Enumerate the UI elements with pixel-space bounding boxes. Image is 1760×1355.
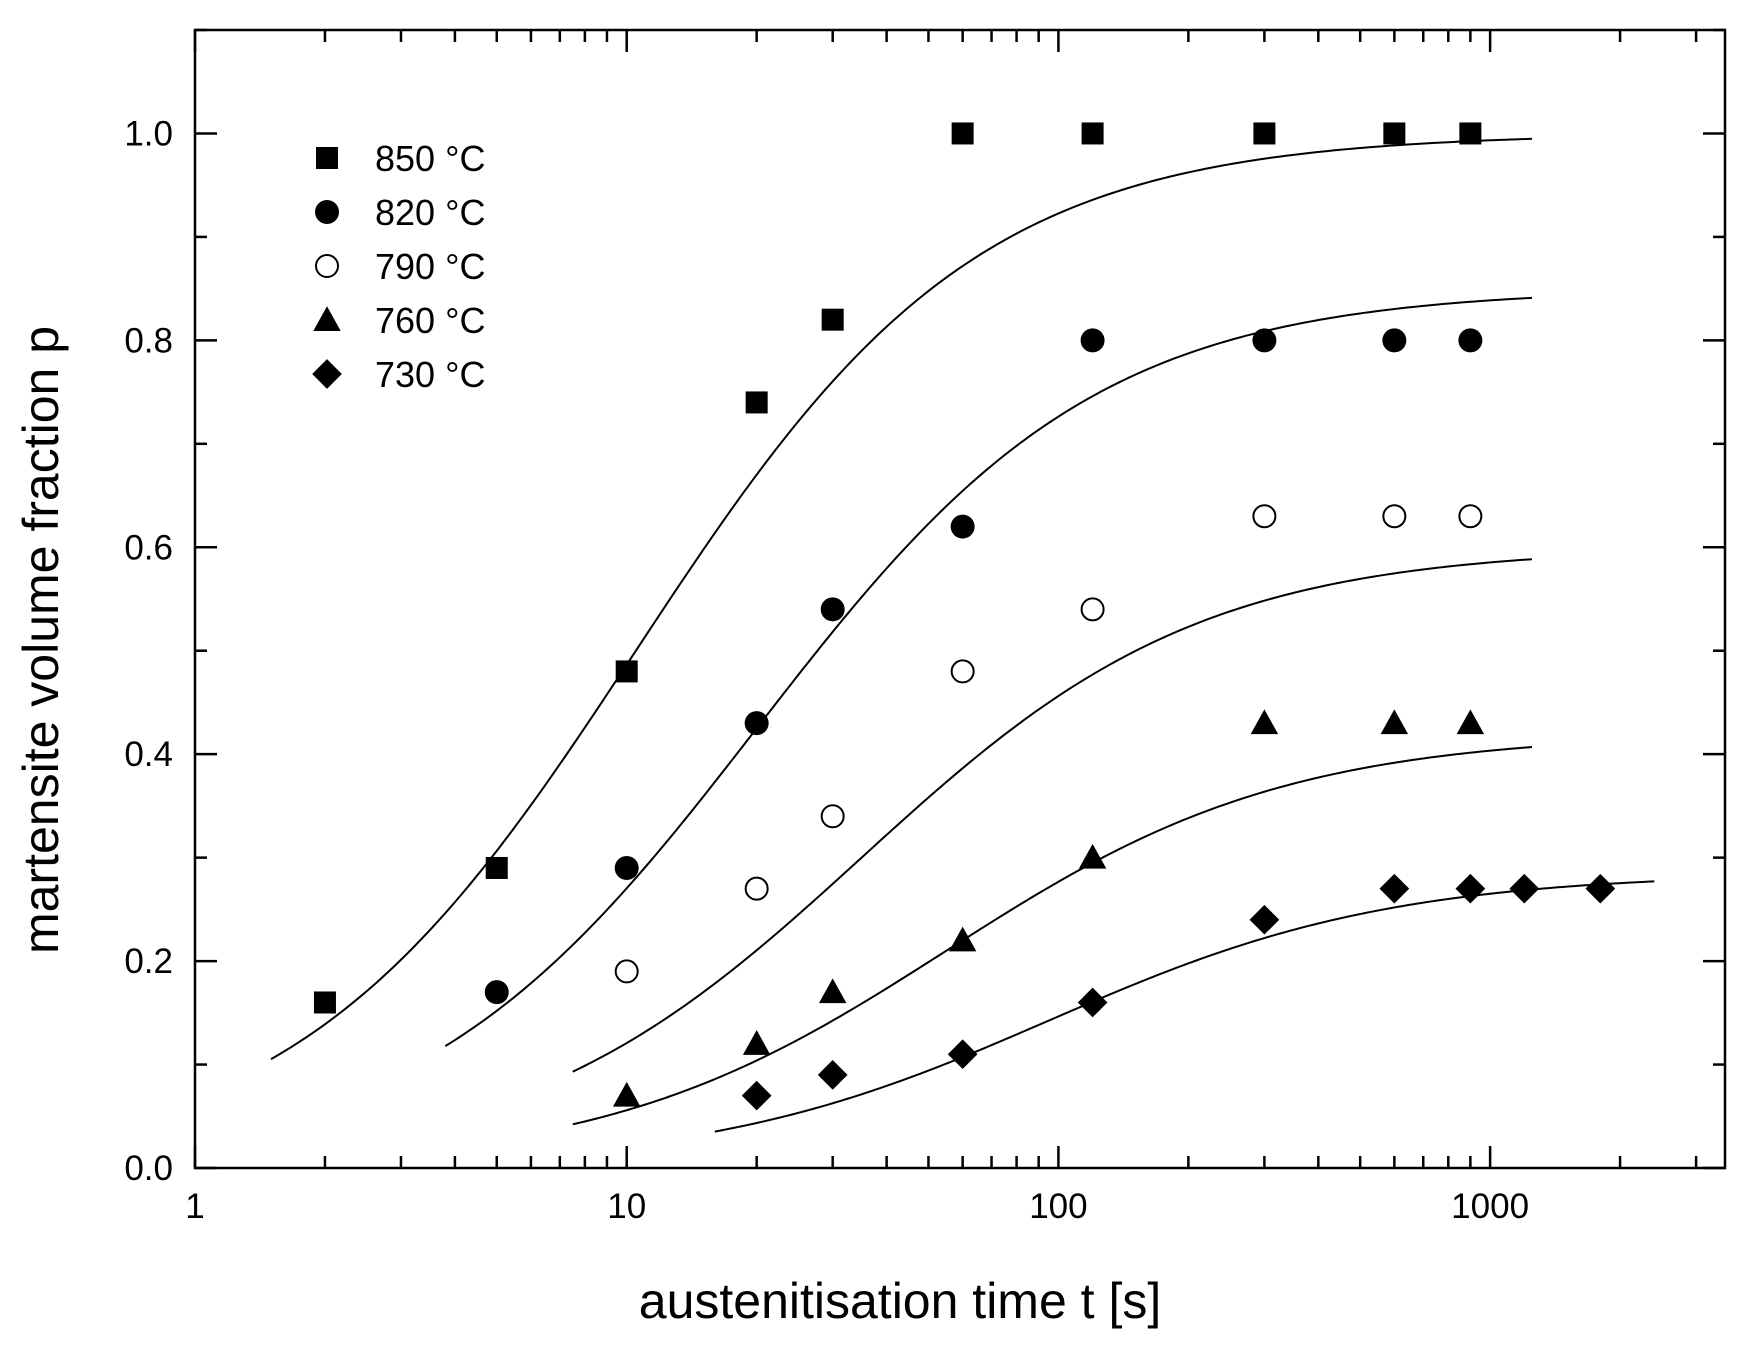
data-markers	[313, 122, 1616, 1111]
data-point	[948, 926, 977, 952]
fit-curve	[270, 137, 1532, 1061]
data-point	[1252, 328, 1277, 353]
y-tick-label: 0.6	[124, 528, 173, 567]
data-point	[1080, 328, 1105, 353]
data-point	[951, 122, 974, 145]
data-point	[820, 597, 845, 622]
data-point	[818, 978, 847, 1004]
data-point	[1080, 597, 1105, 622]
data-point	[612, 1081, 641, 1107]
data-point	[1249, 904, 1280, 935]
fit-curve	[444, 296, 1533, 1047]
axis-ticks	[193, 28, 1725, 1170]
fit-curve	[572, 746, 1533, 1126]
data-point	[484, 980, 509, 1005]
legend-marker	[315, 200, 339, 224]
data-point	[1456, 709, 1485, 735]
data-point	[1585, 873, 1616, 904]
legend-label: 760 °C	[375, 300, 485, 341]
data-point	[950, 514, 975, 539]
data-point	[744, 711, 769, 736]
data-point	[1078, 843, 1107, 869]
data-point	[1250, 709, 1279, 735]
data-point	[1081, 122, 1104, 145]
y-tick-label: 0.0	[124, 1149, 173, 1188]
legend-label: 730 °C	[375, 354, 485, 395]
legend: 850 °C 820 °C 790 °C 760 °C 730 °C	[312, 138, 485, 395]
x-tick-label: 10	[607, 1187, 646, 1226]
y-tick-label: 0.4	[124, 735, 173, 774]
data-point	[485, 856, 508, 879]
data-point	[1458, 328, 1483, 353]
data-point	[313, 991, 336, 1014]
data-point	[1253, 122, 1276, 145]
y-tick-label: 1.0	[124, 114, 173, 153]
data-point	[1458, 504, 1483, 529]
data-point	[1252, 504, 1277, 529]
legend-label: 790 °C	[375, 246, 485, 287]
fit-curve	[714, 880, 1655, 1133]
y-axis-title: martensite volume fraction p	[13, 326, 69, 954]
data-point	[820, 804, 845, 829]
x-tick-label: 100	[1029, 1187, 1087, 1226]
legend-marker	[315, 254, 339, 278]
data-point	[745, 391, 768, 414]
legend-marker	[316, 147, 338, 169]
data-point	[947, 1039, 978, 1070]
plot-frame	[193, 28, 1727, 1170]
data-point	[1455, 873, 1486, 904]
data-point	[1379, 873, 1410, 904]
x-tick-label: 1	[185, 1187, 204, 1226]
data-point	[1383, 122, 1406, 145]
x-axis-title: austenitisation time t [s]	[639, 1273, 1161, 1329]
data-point	[1382, 328, 1407, 353]
fit-curves	[270, 137, 1655, 1133]
data-point	[1077, 987, 1108, 1018]
y-tick-label: 0.2	[124, 942, 173, 981]
legend-label: 850 °C	[375, 138, 485, 179]
fit-curve	[572, 558, 1533, 1073]
legend-marker	[313, 306, 341, 331]
data-point	[1380, 709, 1409, 735]
data-point	[1459, 122, 1482, 145]
legend-marker	[312, 359, 342, 389]
data-point	[742, 1030, 771, 1055]
y-tick-label: 0.8	[124, 321, 173, 360]
tick-labels: 0.0 0.2 0.4 0.6 0.8 1.0 1 10 100 1000	[124, 114, 1529, 1226]
data-point	[950, 659, 975, 684]
data-point	[614, 959, 639, 984]
data-point	[744, 876, 769, 901]
data-point	[817, 1060, 848, 1090]
data-point	[1509, 873, 1540, 904]
data-point	[821, 308, 844, 331]
data-point	[614, 855, 639, 880]
data-point	[615, 660, 638, 683]
x-tick-label: 1000	[1451, 1187, 1529, 1226]
legend-label: 820 °C	[375, 192, 485, 233]
data-point	[741, 1080, 772, 1111]
data-point	[1382, 504, 1407, 529]
